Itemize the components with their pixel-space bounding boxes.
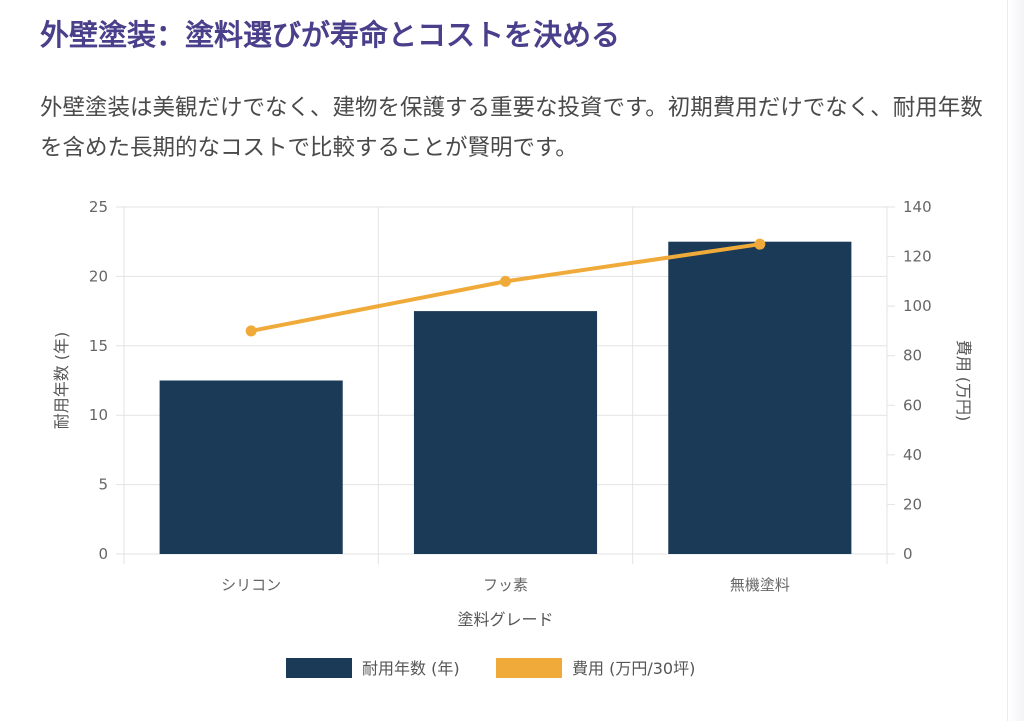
x-tick-label: フッ素	[483, 576, 528, 594]
chart-axes: 0 5 10 15 20 25 0 20 40 60 80 100 120 140 シリコン フッ素 無機塗料	[89, 198, 932, 594]
page-title: 外壁塗装：塗料選びが寿命とコストを決める	[40, 18, 621, 52]
y-tick-label-right: 140	[903, 198, 932, 216]
legend-label-cost: 費用 (万円/30坪)	[572, 659, 695, 678]
cost-point-1	[245, 325, 257, 337]
y-tick-label-right: 20	[903, 495, 922, 513]
y-tick-label-right: 0	[903, 545, 913, 563]
y-axis-title-right: 費用 (万円)	[954, 340, 973, 422]
x-axis-title: 塗料グレード	[457, 610, 553, 629]
y-tick-label-left: 0	[98, 545, 108, 563]
line-series	[245, 238, 766, 337]
y-tick-label-right: 120	[903, 248, 932, 266]
y-tick-label-left: 20	[89, 267, 108, 285]
cost-point-3	[754, 238, 766, 250]
cost-point-2	[500, 275, 511, 287]
y-tick-label-right: 60	[903, 396, 922, 414]
y-axis-title-left: 耐用年数 (年)	[52, 332, 71, 430]
y-tick-label-right: 80	[903, 347, 922, 365]
scrollbar-track[interactable]	[1007, 0, 1024, 721]
x-tick-label: シリコン	[221, 576, 281, 594]
y-tick-label-left: 5	[98, 476, 108, 494]
y-tick-label-right: 100	[903, 297, 932, 315]
bar-1	[159, 380, 343, 554]
y-tick-label-left: 25	[89, 198, 108, 216]
bar-3	[668, 241, 852, 554]
chart-legend: 耐用年数 (年) 費用 (万円/30坪)	[286, 658, 695, 678]
bar-2	[413, 311, 598, 554]
y-tick-label-right: 40	[903, 446, 922, 464]
page-description: 外壁塗装は美観だけでなく、建物を保護する重要な投資です。初期費用だけでなく、耐用…	[40, 95, 983, 161]
y-tick-label-left: 10	[89, 406, 108, 424]
legend-label-lifespan: 耐用年数 (年)	[362, 659, 460, 678]
y-tick-label-left: 15	[89, 337, 108, 355]
x-tick-label: 無機塗料	[730, 576, 790, 594]
legend-swatch-lifespan	[286, 658, 352, 678]
legend-swatch-cost	[496, 658, 562, 678]
bar-series	[159, 241, 852, 554]
